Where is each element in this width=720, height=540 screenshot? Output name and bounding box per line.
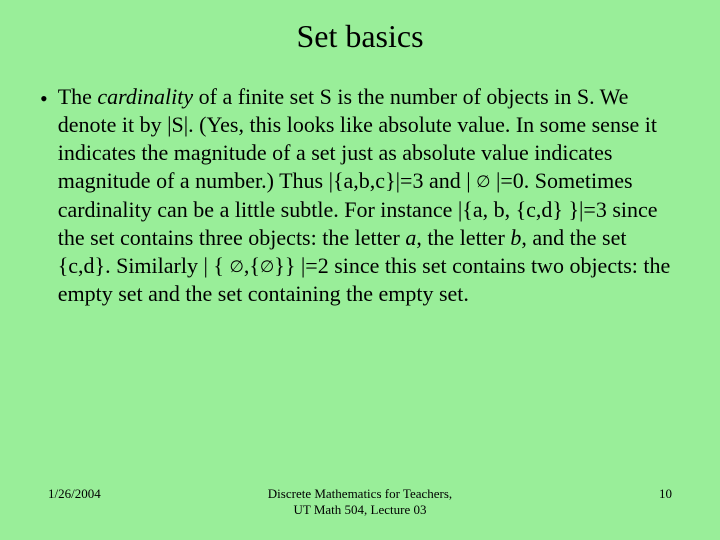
emptyset-symbol-3: ∅ xyxy=(260,257,274,276)
bullet-marker: • xyxy=(40,85,48,113)
emptyset-symbol-2: ∅ xyxy=(229,257,243,276)
text-seg-1: The xyxy=(58,84,98,109)
footer-center-line1: Discrete Mathematics for Teachers, xyxy=(268,486,452,501)
italic-cardinality: cardinality xyxy=(97,84,193,109)
italic-a: a xyxy=(405,225,416,250)
text-seg-4: , the letter xyxy=(416,225,510,250)
footer-center-line2: UT Math 504, Lecture 03 xyxy=(294,502,427,517)
slide: Set basics • The cardinality of a finite… xyxy=(0,0,720,540)
bullet-item: • The cardinality of a finite set S is t… xyxy=(40,83,680,308)
footer-center: Discrete Mathematics for Teachers, UT Ma… xyxy=(118,486,602,518)
slide-footer: 1/26/2004 Discrete Mathematics for Teach… xyxy=(0,486,720,518)
body-text: The cardinality of a finite set S is the… xyxy=(58,83,680,308)
slide-title: Set basics xyxy=(40,18,680,55)
footer-date: 1/26/2004 xyxy=(48,486,118,502)
text-seg-6: ,{ xyxy=(244,253,260,278)
footer-page-number: 10 xyxy=(602,486,672,502)
italic-b: b xyxy=(510,225,521,250)
emptyset-symbol-1: ∅ xyxy=(476,172,490,191)
